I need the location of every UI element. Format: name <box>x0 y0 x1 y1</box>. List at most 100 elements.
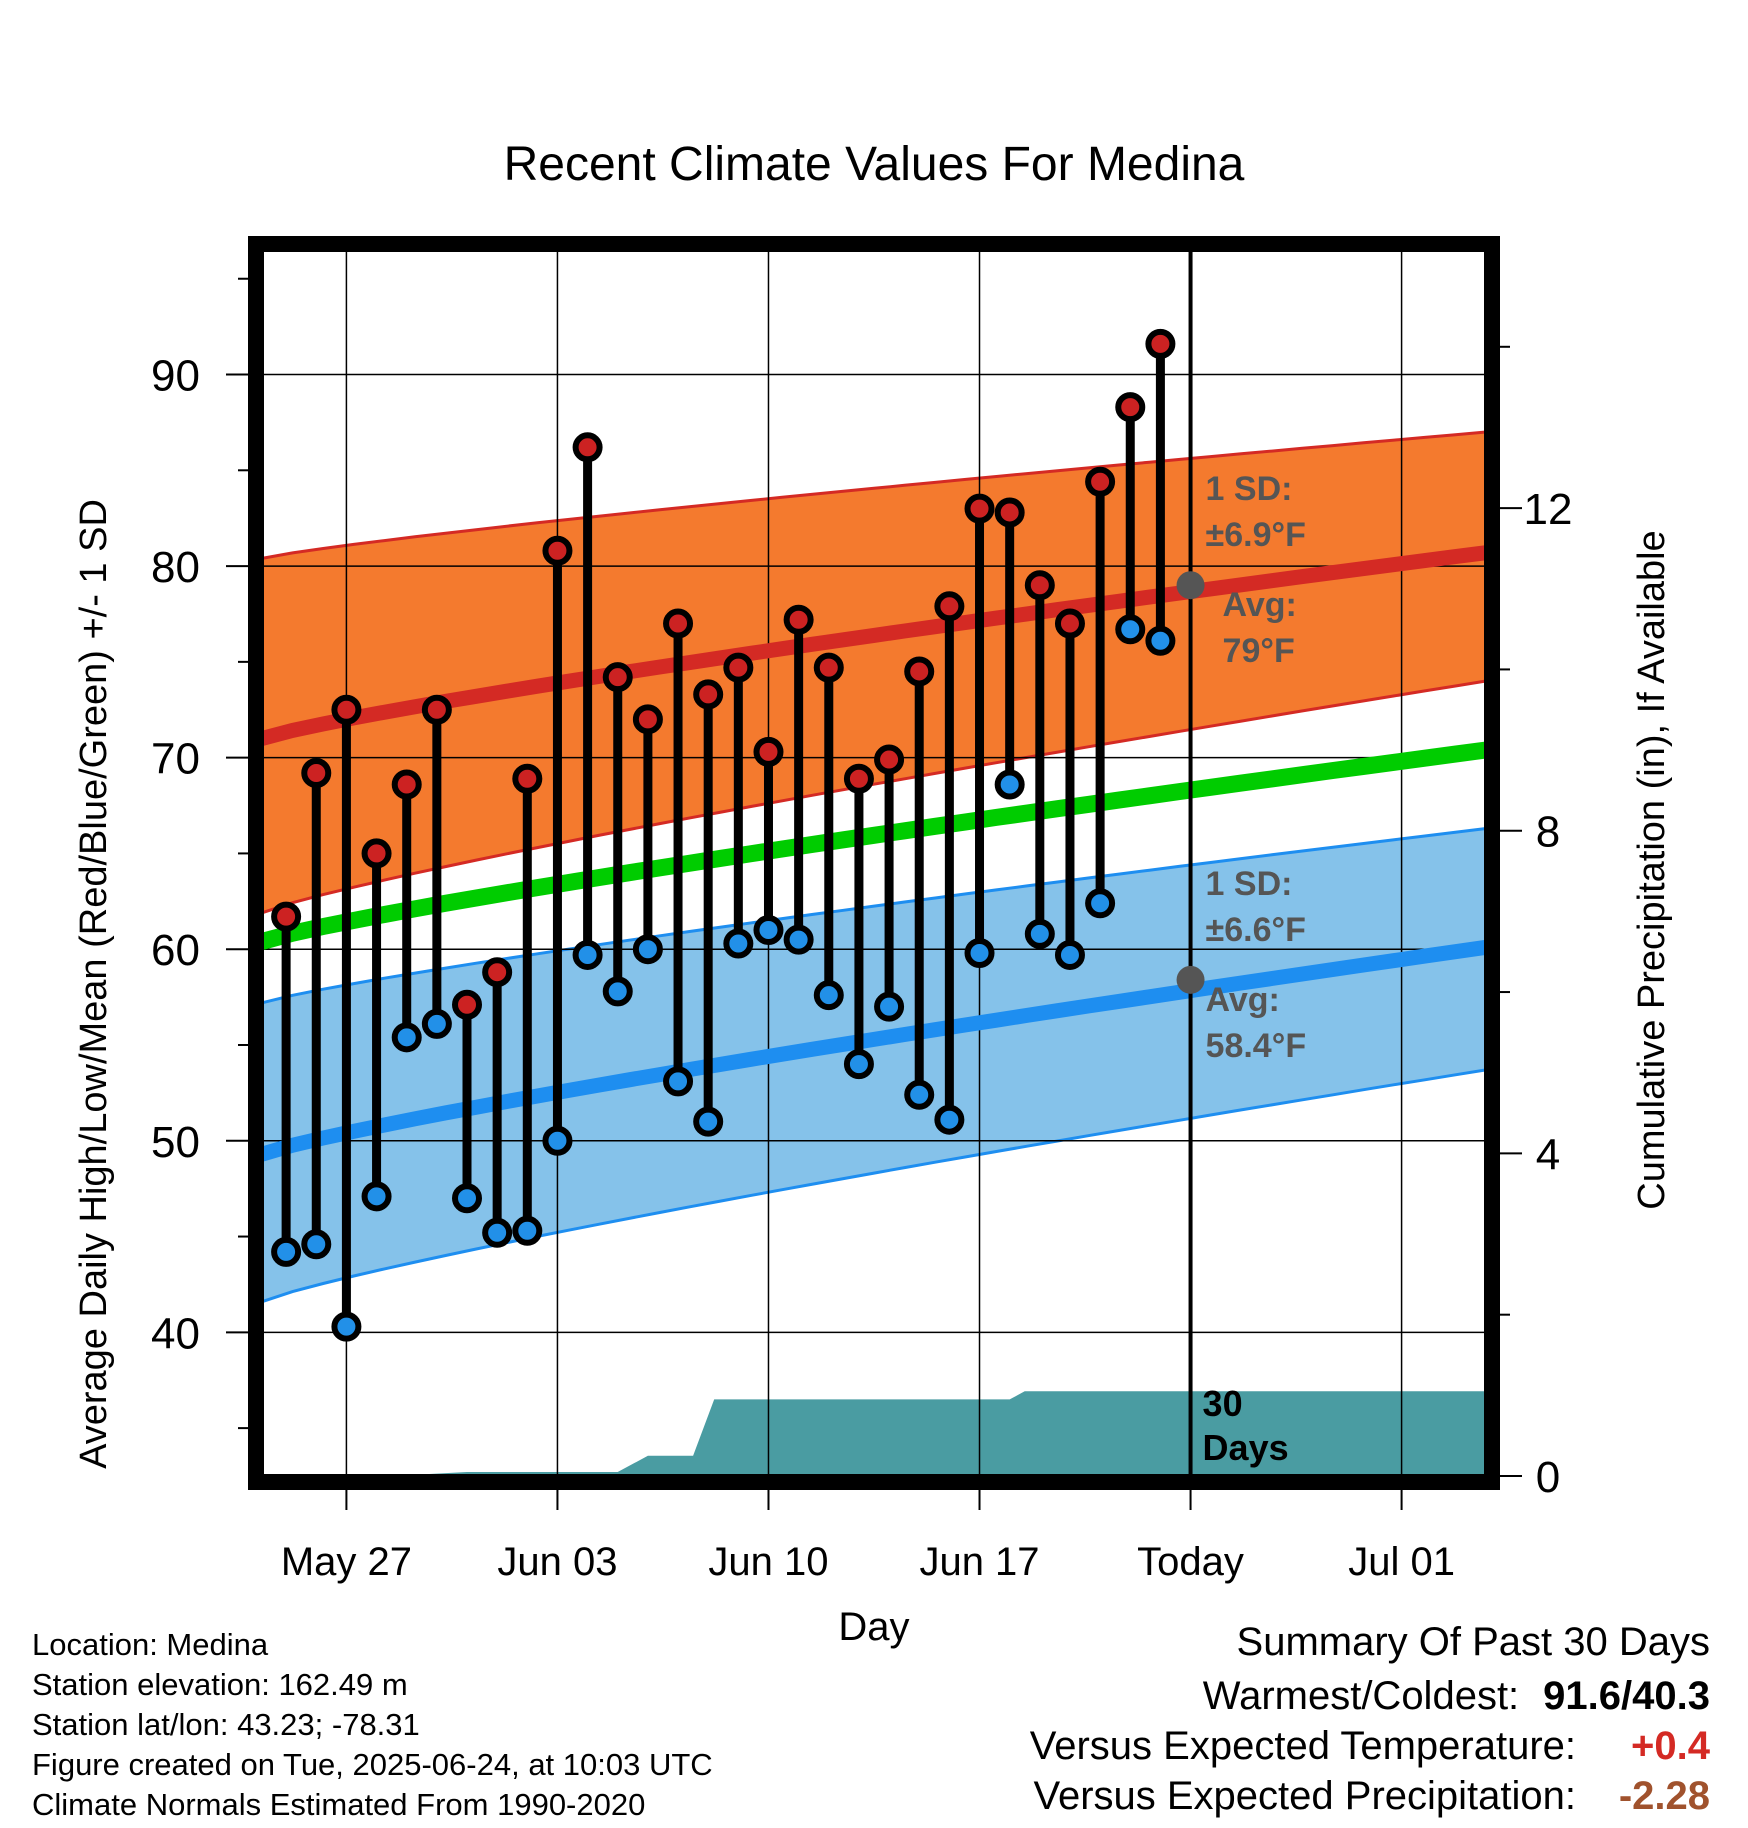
daily-low-point <box>391 1022 422 1053</box>
daily-high-point <box>994 497 1025 528</box>
daily-low-point <box>1115 614 1146 645</box>
high-sd-label: 1 SD: <box>1206 470 1293 508</box>
daily-low-point <box>602 976 633 1007</box>
daily-high-point <box>663 608 694 639</box>
y-right-tick-label: 12 <box>1524 485 1573 534</box>
daily-low-point <box>301 1229 332 1260</box>
x-tick-label: Jul 01 <box>1348 1540 1455 1584</box>
x-tick-label: Jun 17 <box>919 1540 1039 1584</box>
daily-low-point <box>1145 625 1176 656</box>
footer-latlon: Station lat/lon: 43.23; -78.31 <box>32 1707 420 1742</box>
daily-low-point <box>361 1181 392 1212</box>
y-left-tick-label: 40 <box>151 1309 200 1358</box>
low-sd-value: ±6.6°F <box>1206 911 1306 949</box>
daily-high-point <box>632 704 663 735</box>
y-left-tick-label: 60 <box>151 926 200 975</box>
precipitation-area <box>262 1391 1486 1476</box>
daily-high-point <box>572 432 603 463</box>
daily-low-point <box>753 915 784 946</box>
daily-high-point <box>271 901 302 932</box>
daily-low-point <box>663 1066 694 1097</box>
low-avg-label: Avg: <box>1206 981 1280 1019</box>
footer-normals: Climate Normals Estimated From 1990-2020 <box>32 1787 646 1822</box>
high-sd-value: ±6.9°F <box>1206 516 1306 554</box>
daily-low-point <box>421 1008 452 1039</box>
daily-low-point <box>1085 888 1116 919</box>
daily-high-point <box>301 757 332 788</box>
mean-normal-line <box>259 741 1488 950</box>
daily-low-point <box>874 991 905 1022</box>
summary-title: Summary Of Past 30 Days <box>1236 1620 1710 1664</box>
daily-low-point <box>482 1217 513 1248</box>
window-label-number: 30 <box>1203 1383 1243 1424</box>
daily-low-point <box>904 1079 935 1110</box>
daily-high-point <box>391 769 422 800</box>
high-sd-lower-edge <box>261 679 1487 915</box>
daily-low-point <box>934 1104 965 1135</box>
daily-low-point <box>994 769 1025 800</box>
footer-location: Location: Medina <box>32 1627 269 1662</box>
daily-low-point <box>813 980 844 1011</box>
daily-low-point <box>331 1311 362 1342</box>
daily-low-point <box>452 1183 483 1214</box>
y-left-tick-label: 90 <box>151 352 200 401</box>
summary-warm-cold: Warmest/Coldest: 91.6/40.3 <box>1203 1674 1710 1719</box>
daily-high-point <box>813 652 844 683</box>
summary-temp-label: Versus Expected Temperature: <box>1029 1724 1576 1768</box>
x-tick-label: Today <box>1137 1540 1244 1584</box>
daily-high-point <box>964 493 995 524</box>
summary-warm-cold-label: Warmest/Coldest: <box>1202 1674 1520 1718</box>
daily-high-point <box>783 604 814 635</box>
daily-high-point <box>934 591 965 622</box>
daily-low-point <box>542 1125 573 1156</box>
daily-high-point <box>1085 466 1116 497</box>
y-left-tick-label: 80 <box>151 543 200 592</box>
x-tick-label: Jun 03 <box>497 1540 617 1584</box>
daily-low-point <box>632 934 663 965</box>
daily-low-point <box>1054 939 1085 970</box>
daily-high-point <box>874 744 905 775</box>
summary-warm-cold-value: 91.6/40.3 <box>1543 1674 1710 1718</box>
daily-low-point <box>512 1215 543 1246</box>
daily-high-point <box>843 763 874 794</box>
y-right-tick-label: 4 <box>1536 1130 1560 1179</box>
high-normal-line <box>260 545 1487 746</box>
daily-low-point <box>572 939 603 970</box>
daily-high-point <box>1024 570 1055 601</box>
high-avg-value: 79°F <box>1223 632 1295 670</box>
y-left-tick-label: 70 <box>151 735 200 784</box>
daily-high-point <box>452 989 483 1020</box>
daily-low-point <box>693 1106 724 1137</box>
daily-high-point <box>512 763 543 794</box>
summary-temp: Versus Expected Temperature: +0.4 <box>1030 1724 1710 1769</box>
low-sd-label: 1 SD: <box>1206 865 1293 903</box>
daily-high-point <box>723 652 754 683</box>
daily-low-point <box>783 924 814 955</box>
plot-frame <box>248 236 1500 1490</box>
low-sd-upper-edge <box>261 827 1487 1005</box>
daily-high-point <box>1115 392 1146 423</box>
daily-high-point <box>331 694 362 725</box>
low-avg-value: 58.4°F <box>1206 1027 1307 1065</box>
daily-low-point <box>723 928 754 959</box>
high-avg-marker <box>1176 571 1205 600</box>
plot-area: 1 SD: ±6.9°F Avg: 79°F 1 SD: ±6.6°F Avg: 58.4°F… <box>151 236 1573 1584</box>
daily-high-point <box>542 535 573 566</box>
daily-high-point <box>753 736 784 767</box>
daily-high-point <box>361 838 392 869</box>
high-avg-label: Avg: <box>1223 586 1297 624</box>
daily-low-point <box>964 938 995 969</box>
summary-precip-value: -2.28 <box>1618 1774 1710 1818</box>
low-sd-lower-edge <box>261 1068 1487 1304</box>
x-axis-label: Day <box>838 1605 909 1649</box>
x-tick-label: May 27 <box>281 1540 412 1584</box>
daily-low-point <box>843 1049 874 1080</box>
daily-low-point <box>271 1236 302 1267</box>
daily-high-point <box>482 957 513 988</box>
low-sd-band <box>262 828 1486 1302</box>
y-axis-left-label: Average Daily High/Low/Mean (Red/Blue/Gr… <box>73 499 115 1469</box>
daily-low-point <box>1024 918 1055 949</box>
low-avg-marker <box>1176 965 1205 994</box>
y-left-tick-label: 50 <box>151 1118 200 1167</box>
